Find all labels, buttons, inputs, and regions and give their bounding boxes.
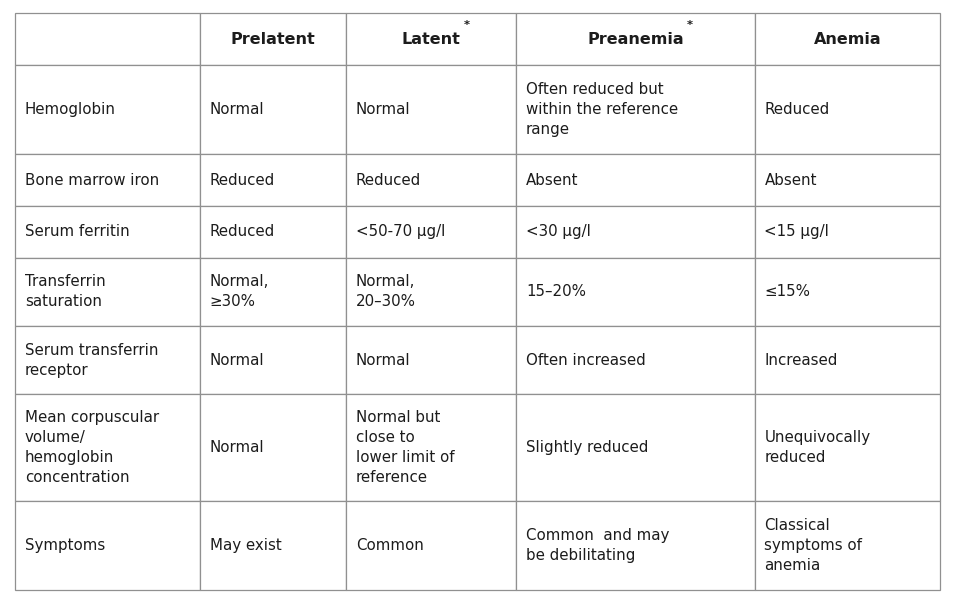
Bar: [201, 258, 346, 326]
Bar: [15, 154, 201, 206]
Text: Absent: Absent: [764, 172, 817, 188]
Bar: [517, 154, 754, 206]
Text: <50-70 μg/l: <50-70 μg/l: [355, 224, 445, 239]
Text: <15 μg/l: <15 μg/l: [764, 224, 829, 239]
Text: Anemia: Anemia: [814, 31, 881, 46]
Bar: [517, 206, 754, 258]
Bar: [201, 501, 346, 590]
Text: Transferrin
saturation: Transferrin saturation: [25, 275, 106, 310]
Text: Normal,
20–30%: Normal, 20–30%: [355, 275, 415, 310]
Text: Normal: Normal: [355, 353, 411, 368]
Bar: [346, 394, 517, 501]
Text: Slightly reduced: Slightly reduced: [526, 440, 648, 455]
Bar: [15, 394, 201, 501]
Bar: [201, 206, 346, 258]
Text: Often reduced but
within the reference
range: Often reduced but within the reference r…: [526, 82, 678, 137]
Bar: [15, 258, 201, 326]
Bar: [754, 258, 940, 326]
Text: Preanemia: Preanemia: [587, 31, 684, 46]
Text: Prelatent: Prelatent: [231, 31, 315, 46]
Text: *: *: [687, 20, 692, 29]
Bar: [754, 154, 940, 206]
Bar: [517, 65, 754, 154]
Text: Normal: Normal: [210, 440, 265, 455]
Text: Normal,
≥30%: Normal, ≥30%: [210, 275, 269, 310]
Bar: [754, 13, 940, 65]
Text: *: *: [463, 20, 470, 29]
Text: Often increased: Often increased: [526, 353, 646, 368]
Bar: [201, 394, 346, 501]
Bar: [754, 394, 940, 501]
Text: Mean corpuscular
volume/
hemoglobin
concentration: Mean corpuscular volume/ hemoglobin conc…: [25, 410, 159, 484]
Bar: [346, 13, 517, 65]
Bar: [754, 501, 940, 590]
Text: 15–20%: 15–20%: [526, 284, 586, 299]
Bar: [517, 394, 754, 501]
Bar: [15, 501, 201, 590]
Bar: [15, 206, 201, 258]
Text: Classical
symptoms of
anemia: Classical symptoms of anemia: [764, 518, 862, 573]
Bar: [15, 326, 201, 394]
Bar: [201, 326, 346, 394]
Text: Reduced: Reduced: [210, 172, 275, 188]
Bar: [201, 13, 346, 65]
Bar: [346, 326, 517, 394]
Text: Normal: Normal: [355, 102, 411, 117]
Text: <30 μg/l: <30 μg/l: [526, 224, 591, 239]
Bar: [517, 13, 754, 65]
Text: Latent: Latent: [402, 31, 460, 46]
Text: Increased: Increased: [764, 353, 838, 368]
Text: Common: Common: [355, 538, 424, 553]
Bar: [346, 154, 517, 206]
Bar: [517, 501, 754, 590]
Bar: [15, 65, 201, 154]
Bar: [754, 206, 940, 258]
Bar: [346, 65, 517, 154]
Bar: [346, 206, 517, 258]
Bar: [517, 326, 754, 394]
Text: Serum transferrin
receptor: Serum transferrin receptor: [25, 343, 159, 377]
Text: Common  and may
be debilitating: Common and may be debilitating: [526, 528, 669, 563]
Text: Bone marrow iron: Bone marrow iron: [25, 172, 159, 188]
Bar: [346, 501, 517, 590]
Text: Reduced: Reduced: [355, 172, 421, 188]
Bar: [201, 65, 346, 154]
Text: May exist: May exist: [210, 538, 282, 553]
Bar: [754, 326, 940, 394]
Text: Unequivocally
reduced: Unequivocally reduced: [764, 430, 871, 465]
Bar: [15, 13, 201, 65]
Bar: [754, 65, 940, 154]
Text: ≤15%: ≤15%: [764, 284, 811, 299]
Text: Absent: Absent: [526, 172, 579, 188]
Text: Normal but
close to
lower limit of
reference: Normal but close to lower limit of refer…: [355, 410, 455, 484]
Text: Normal: Normal: [210, 102, 265, 117]
Bar: [201, 154, 346, 206]
Text: Normal: Normal: [210, 353, 265, 368]
Bar: [517, 258, 754, 326]
Text: Serum ferritin: Serum ferritin: [25, 224, 130, 239]
Text: Reduced: Reduced: [764, 102, 830, 117]
Bar: [346, 258, 517, 326]
Text: Symptoms: Symptoms: [25, 538, 105, 553]
Text: Reduced: Reduced: [210, 224, 275, 239]
Text: Hemoglobin: Hemoglobin: [25, 102, 116, 117]
